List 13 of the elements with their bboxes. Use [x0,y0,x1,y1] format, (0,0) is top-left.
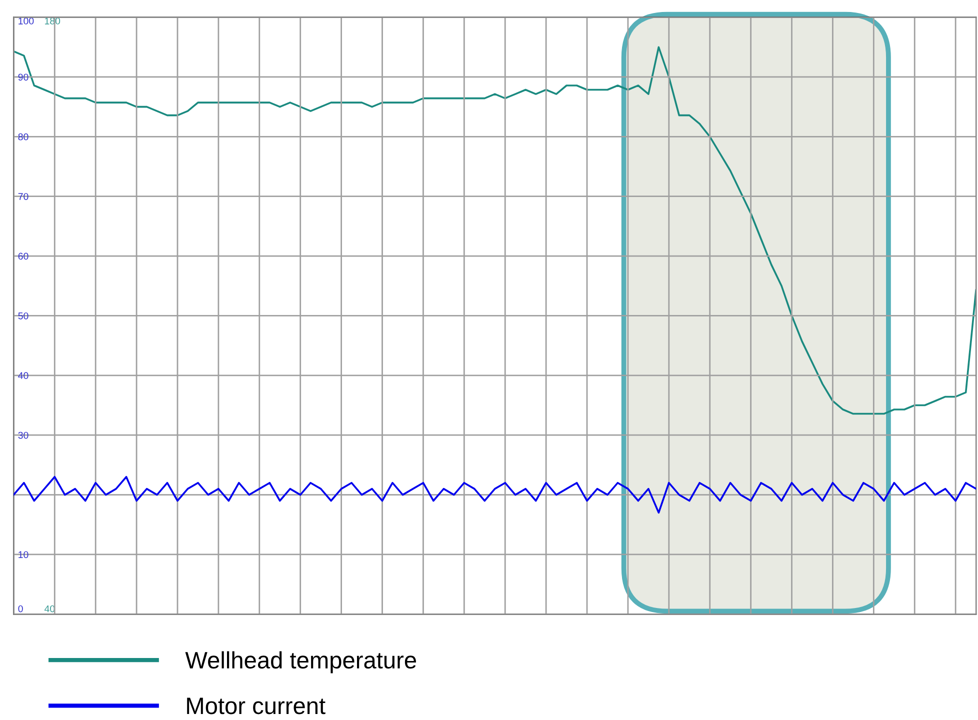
y-tick-label: 100 [18,18,34,24]
y-tick-label: 90 [18,74,28,81]
line-series [14,476,976,514]
y-tick-label: 50 [18,312,28,320]
y-tick-label: 30 [18,432,28,439]
y-tick-label: 70 [18,193,28,200]
y-tick-label: 60 [18,252,28,260]
legend-label: Motor current [187,698,326,714]
legend-label: Wellhead temperature [185,651,416,674]
y-tick-label: 0 [18,605,23,612]
y-tick-label: 10 [18,551,28,558]
y-tick-label: 80 [18,133,28,140]
y-tick-label: 40 [18,372,28,380]
